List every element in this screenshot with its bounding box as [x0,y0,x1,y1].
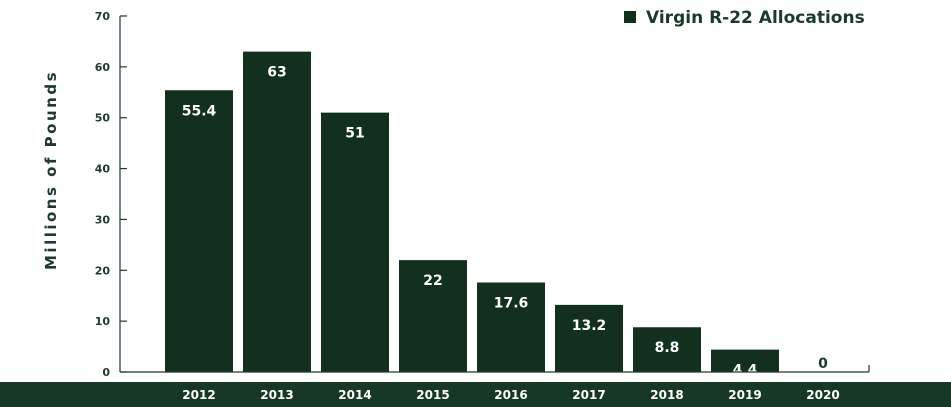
y-tick-label: 0 [102,366,110,379]
legend: Virgin R-22 Allocations [624,8,865,28]
x-axis-band [0,382,951,407]
bar-value-label: 51 [345,126,364,142]
y-tick-label: 50 [95,112,111,125]
x-tick-label: 2012 [182,388,215,402]
x-axis: 2012 2013 2014 2015 2016 2017 2018 2019 2020 [120,365,870,402]
x-tick-label: 2017 [572,388,605,402]
y-tick-label: 30 [95,213,111,226]
bar [165,90,233,372]
x-tick-label: 2014 [338,388,371,402]
y-axis-label: Millions of Pounds [42,70,60,270]
bar-value-label: 63 [267,65,286,81]
bar [633,327,701,372]
bar [243,51,311,372]
x-tick-label: 2018 [650,388,683,402]
x-tick-label: 2016 [494,388,527,402]
bar-value-label: 17.6 [494,295,529,311]
y-tick-label: 10 [95,315,111,328]
y-tick-label: 20 [95,264,111,277]
x-tick-label: 2019 [728,388,761,402]
y-tick-label: 40 [95,163,111,176]
bar [477,282,545,372]
bar [555,304,623,372]
y-axis: 0 10 20 30 40 50 60 70 [95,10,127,379]
legend-swatch [624,11,636,23]
bar [399,260,467,372]
x-tick-label: 2020 [806,388,839,402]
bar-value-label: 22 [423,273,442,289]
x-tick-label: 2015 [416,388,449,402]
bar-value-label: 8.8 [655,340,680,356]
bar-value-label: 13.2 [572,318,607,334]
bar-series: 55.4 63 51 22 17.6 13.2 8.8 4.4 0 [165,51,828,379]
bar-value-label: 4.4 [733,363,758,379]
x-tick-label: 2013 [260,388,293,402]
y-tick-label: 60 [95,61,111,74]
y-tick-label: 70 [95,10,111,23]
bar-value-label: 0 [818,356,828,372]
legend-label: Virgin R-22 Allocations [646,8,865,28]
bar [321,112,389,372]
bar-value-label: 55.4 [182,103,217,119]
bar [711,349,779,372]
